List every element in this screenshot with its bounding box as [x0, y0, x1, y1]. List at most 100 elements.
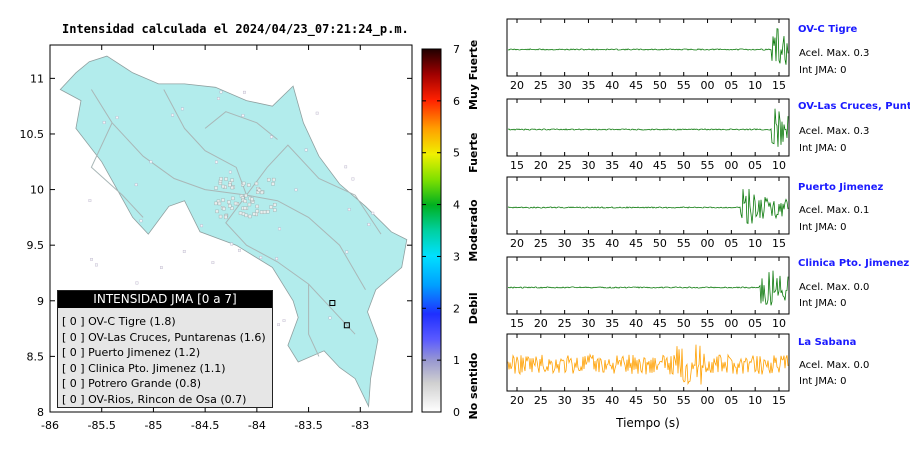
- station-marker: [273, 208, 277, 212]
- time-tick-label: 45: [653, 317, 667, 330]
- y-tick-label: 9.5: [27, 239, 45, 252]
- station-marker: [259, 210, 264, 214]
- colorbar-tick-label: 7: [453, 43, 460, 56]
- station-marker: [221, 184, 225, 189]
- time-tick-label: 50: [677, 159, 691, 172]
- time-tick-label: 55: [677, 79, 691, 92]
- station-marker: [259, 256, 263, 259]
- x-tick-label: -84.5: [191, 419, 219, 432]
- waveform-panels: 20 25 30 35 40 45 50 55 00 05 10 15 15 20 25 30 35 40 45 50…: [506, 18, 790, 430]
- time-tick-label: 15: [772, 79, 786, 92]
- station-name: OV-Las Cruces, Puntar: [798, 101, 910, 112]
- station-marker: [218, 214, 223, 219]
- colorbar-tick-label: 4: [453, 199, 460, 212]
- station-marker: [134, 183, 138, 187]
- station-marker: [273, 203, 277, 207]
- time-tick-label: 30: [558, 394, 572, 407]
- station-marker: [135, 281, 139, 285]
- y-tick-label: 8: [37, 406, 44, 419]
- station-marker: [228, 170, 232, 174]
- station-marker: [282, 319, 286, 322]
- time-tick-label: 55: [701, 159, 715, 172]
- station-marker: [247, 183, 251, 187]
- time-tick-label: 30: [558, 237, 572, 250]
- time-tick-label: 15: [510, 159, 524, 172]
- time-tick-label: 55: [677, 394, 691, 407]
- time-tick-label: 25: [558, 317, 572, 330]
- time-tick-label: 40: [605, 79, 619, 92]
- time-tick-label: 00: [701, 394, 715, 407]
- station-marker: [230, 178, 234, 182]
- station-marker: [88, 199, 92, 202]
- station-int: Int JMA: 0: [799, 143, 847, 154]
- station-marker: [238, 248, 241, 252]
- station-int: Int JMA: 0: [799, 376, 847, 387]
- station-marker: [294, 188, 298, 192]
- station-marker: [371, 211, 375, 215]
- station-marker: [215, 160, 218, 164]
- station-marker: [233, 201, 238, 206]
- road-line: [308, 284, 320, 357]
- time-tick-label: 45: [629, 237, 643, 250]
- station-marker: [244, 193, 248, 198]
- time-tick-label: 05: [724, 237, 738, 250]
- time-tick-label: 50: [653, 237, 667, 250]
- station-marker: [214, 186, 218, 190]
- station-int: Int JMA: 0: [799, 222, 847, 233]
- road-line: [163, 89, 247, 196]
- chart-title: Intensidad calculada el 2024/04/23_07:21…: [62, 22, 409, 36]
- station-marker: [242, 206, 247, 210]
- station-highlight: [329, 300, 336, 307]
- time-tick-label: 10: [772, 159, 786, 172]
- station-acel: Acel. Max. 0.0: [799, 360, 870, 371]
- x-tick-label: -84: [248, 419, 266, 432]
- station-marker: [328, 316, 332, 320]
- station-marker: [219, 177, 223, 181]
- station-marker: [228, 204, 232, 208]
- station-marker: [257, 188, 262, 192]
- station-acel: Acel. Max. 0.3: [799, 126, 870, 137]
- time-tick-label: 05: [748, 317, 762, 330]
- station-int: Int JMA: 0: [799, 65, 847, 76]
- station-marker: [266, 210, 270, 214]
- station-marker: [271, 182, 275, 186]
- time-tick-label: 30: [581, 159, 595, 172]
- station-marker: [219, 90, 223, 94]
- time-tick-label: 40: [605, 237, 619, 250]
- waveform-panel: [506, 98, 790, 157]
- colorbar-tick-label: 3: [453, 250, 460, 263]
- station-marker: [255, 209, 259, 213]
- station-marker: [367, 223, 371, 226]
- time-tick-label: 35: [581, 394, 595, 407]
- station-marker: [115, 116, 119, 119]
- station-acel: Acel. Max. 0.3: [799, 48, 870, 59]
- x-tick-label: -83.5: [294, 419, 322, 432]
- station-int: Int JMA: 0: [799, 298, 847, 309]
- legend-item: [ 0 ] Clinica Pto. Jimenez (1.1): [62, 361, 226, 375]
- time-tick-label: 25: [534, 394, 548, 407]
- station-marker: [243, 90, 246, 94]
- map-content: [59, 55, 408, 408]
- station-marker: [275, 257, 279, 261]
- station-name: OV-C Tigre: [798, 24, 858, 35]
- legend-item: [ 0 ] Puerto Jimenez (1.2): [62, 346, 201, 359]
- station-marker: [315, 111, 319, 115]
- time-tick-label: 10: [748, 79, 762, 92]
- station-marker: [243, 199, 247, 203]
- time-tick-label: 30: [581, 317, 595, 330]
- x-tick-label: -85: [144, 419, 162, 432]
- station-marker: [139, 219, 143, 223]
- time-tick-label: 55: [677, 237, 691, 250]
- station-marker: [90, 258, 93, 261]
- station-marker: [230, 185, 234, 190]
- time-tick-label: 05: [748, 159, 762, 172]
- station-name: La Sabana: [798, 337, 857, 348]
- colorbar: 0 1 2 3 4 5 6 7 No sentido Debil Moderado Fuerte Muy…: [421, 40, 480, 420]
- station-marker: [260, 190, 264, 195]
- station-marker: [238, 211, 243, 215]
- time-tick-label: 35: [581, 237, 595, 250]
- colorbar-category-label: Muy Fuerte: [467, 40, 480, 110]
- station-marker: [224, 177, 228, 181]
- time-tick-label: 15: [772, 237, 786, 250]
